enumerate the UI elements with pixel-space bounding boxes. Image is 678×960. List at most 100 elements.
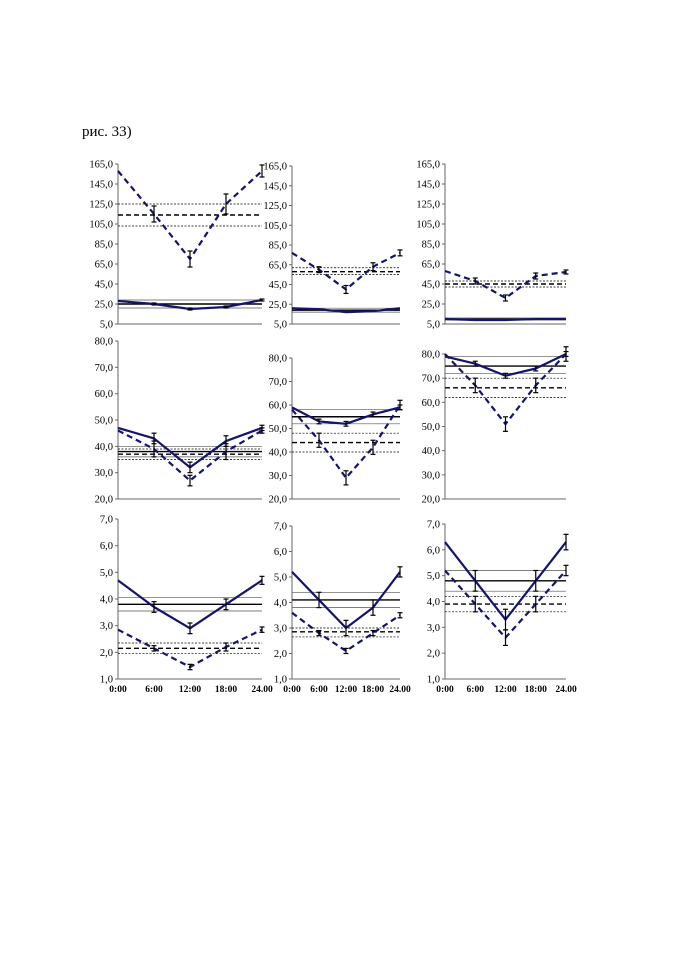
chart-panel-3: 5,0 25,0 45,0 65,0 85,0 105,0 125,0 145,0 165,0	[416, 160, 569, 331]
y-tick-label: 85,0	[269, 241, 287, 252]
y-tick-label: 20,0	[95, 495, 113, 506]
figure-caption: рис. 33)	[82, 124, 132, 140]
y-tick-label: 5,0	[274, 320, 287, 331]
y-tick-label: 30,0	[95, 468, 113, 479]
y-tick-label: 80,0	[269, 354, 287, 365]
chart-panel-4: 20,0 30,0 40,0 50,0 60,0 70,0 80,0	[95, 337, 265, 506]
x-tick-label: 24.00	[251, 685, 273, 695]
y-tick-label: 25,0	[269, 300, 287, 311]
x-tick-label: 6:00	[310, 685, 328, 695]
y-tick-label: 25,0	[95, 300, 113, 311]
y-tick-label: 85,0	[95, 240, 113, 251]
y-tick-label: 4,0	[100, 595, 113, 606]
y-tick-label: 165,0	[89, 160, 113, 171]
series-line-solid	[117, 426, 263, 469]
y-tick-label: 70,0	[269, 377, 287, 388]
series-line-dashed	[444, 353, 567, 426]
series-line-dashed	[444, 269, 567, 300]
x-tick-label: 6:00	[145, 685, 163, 695]
y-tick-label: 50,0	[95, 416, 113, 427]
y-tick-label: 125,0	[89, 200, 113, 211]
y-tick-label: 50,0	[269, 424, 287, 435]
y-tick-label: 60,0	[95, 389, 113, 400]
chart-panel-2: 5,0 25,0 45,0 65,0 85,0 105,0 125,0 145,0 165,0	[263, 162, 403, 331]
x-tick-label: 6:00	[467, 685, 485, 695]
y-tick-label: 105,0	[416, 220, 440, 231]
y-tick-label: 60,0	[422, 398, 440, 409]
series-line-solid	[291, 307, 401, 314]
y-tick-label: 65,0	[422, 260, 440, 271]
x-tick-label: 0:00	[436, 685, 454, 695]
y-tick-label: 20,0	[269, 495, 287, 506]
y-tick-label: 4,0	[274, 598, 287, 609]
x-tick-label: 0:00	[283, 685, 301, 695]
y-tick-label: 65,0	[269, 260, 287, 271]
series-line-dashed	[291, 404, 401, 479]
chart-panel-1: 5,0 25,0 45,0 65,0 85,0 105,0 125,0 145,0 165,0	[89, 160, 265, 331]
y-tick-label: 7,0	[427, 520, 440, 531]
y-tick-label: 60,0	[269, 401, 287, 412]
x-tick-label: 24.00	[555, 685, 577, 695]
y-tick-label: 105,0	[89, 220, 113, 231]
y-tick-label: 6,0	[427, 545, 440, 556]
y-tick-label: 145,0	[263, 181, 287, 192]
x-tick-label: 18:00	[362, 685, 384, 695]
y-tick-label: 165,0	[416, 160, 440, 171]
chart-panel-9: 1,0 2,0 3,0 4,0 5,0 6,0 7,0 0:00 6:00 12:00 18:00 2…	[427, 520, 577, 696]
y-tick-label: 80,0	[95, 337, 113, 348]
y-tick-label: 5,0	[427, 571, 440, 582]
y-tick-label: 30,0	[422, 470, 440, 481]
y-tick-label: 4,0	[427, 597, 440, 608]
y-tick-label: 70,0	[95, 363, 113, 374]
y-tick-label: 70,0	[422, 374, 440, 385]
y-tick-label: 1,0	[100, 675, 113, 686]
chart-panel-8: 1,0 2,0 3,0 4,0 5,0 6,0 7,0 0:00 6:00 12:00 18:00 2…	[274, 522, 411, 696]
y-tick-label: 6,0	[100, 541, 113, 552]
y-tick-label: 45,0	[269, 280, 287, 291]
x-tick-label: 12:00	[335, 685, 357, 695]
y-tick-label: 25,0	[422, 300, 440, 311]
chart-panel-6: 20,0 30,0 40,0 50,0 60,0 70,0 80,0	[422, 346, 569, 506]
y-tick-label: 2,0	[274, 649, 287, 660]
x-tick-label: 18:00	[215, 685, 237, 695]
y-tick-label: 3,0	[427, 623, 440, 634]
y-tick-label: 45,0	[95, 280, 113, 291]
chart-panel-7: 1,0 2,0 3,0 4,0 5,0 6,0 7,0 0:00 6:00 12:00 18:00 2…	[100, 515, 273, 696]
y-tick-label: 80,0	[422, 350, 440, 361]
x-tick-label: 24.00	[389, 685, 411, 695]
y-tick-label: 50,0	[422, 422, 440, 433]
series-line-solid	[444, 317, 566, 322]
y-tick-label: 45,0	[422, 280, 440, 291]
y-tick-label: 3,0	[100, 621, 113, 632]
y-tick-label: 65,0	[95, 260, 113, 271]
y-tick-label: 1,0	[427, 675, 440, 686]
y-tick-label: 145,0	[416, 180, 440, 191]
y-tick-label: 5,0	[274, 573, 287, 584]
y-tick-label: 3,0	[274, 624, 287, 635]
x-tick-label: 12:00	[494, 685, 516, 695]
y-tick-label: 145,0	[89, 180, 113, 191]
y-tick-label: 7,0	[274, 522, 287, 533]
y-tick-label: 2,0	[100, 648, 113, 659]
y-tick-label: 40,0	[422, 446, 440, 457]
y-tick-label: 125,0	[263, 201, 287, 212]
y-tick-label: 105,0	[263, 221, 287, 232]
y-tick-label: 5,0	[100, 320, 113, 331]
y-tick-label: 85,0	[422, 240, 440, 251]
series-line-dashed	[291, 611, 401, 653]
y-tick-label: 2,0	[427, 649, 440, 660]
x-tick-label: 18:00	[525, 685, 547, 695]
y-tick-label: 125,0	[416, 200, 440, 211]
y-tick-label: 40,0	[269, 448, 287, 459]
y-tick-label: 30,0	[269, 471, 287, 482]
y-tick-label: 6,0	[274, 547, 287, 558]
x-tick-label: 12:00	[179, 685, 201, 695]
y-tick-label: 7,0	[100, 515, 113, 526]
chart-panel-5: 20,0 30,0 40,0 50,0 60,0 70,0 80,0	[269, 354, 403, 506]
y-tick-label: 5,0	[100, 568, 113, 579]
y-tick-label: 1,0	[274, 675, 287, 686]
y-tick-label: 40,0	[95, 442, 113, 453]
y-tick-label: 165,0	[263, 162, 287, 173]
x-tick-label: 0:00	[109, 685, 127, 695]
